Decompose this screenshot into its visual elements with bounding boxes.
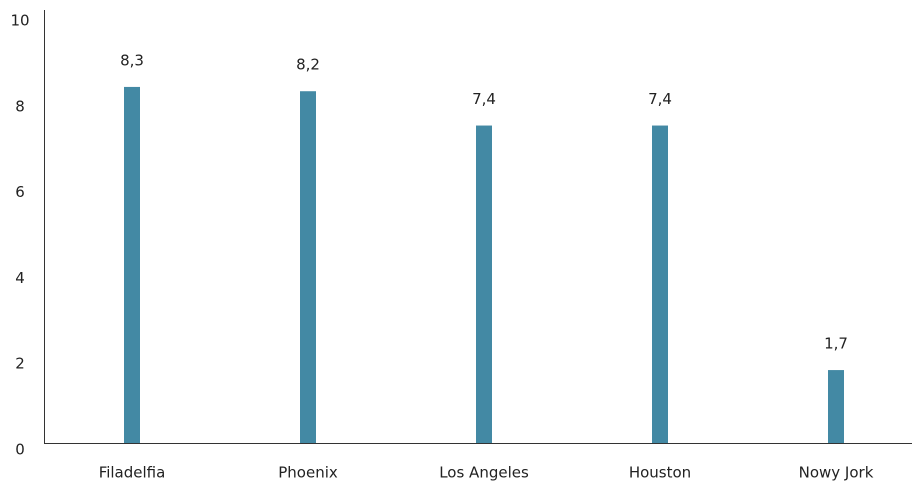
y-tick-label: 8	[15, 97, 25, 115]
value-label: 8,3	[120, 51, 144, 69]
bar	[300, 91, 316, 443]
y-tick-label: 6	[15, 183, 25, 201]
y-tick-label: 4	[15, 269, 25, 287]
y-tick-label: 2	[15, 355, 25, 373]
bar	[124, 86, 140, 444]
x-tick-label: Los Angeles	[439, 464, 529, 481]
value-label: 7,4	[648, 90, 672, 108]
value-label: 8,2	[296, 56, 320, 74]
x-tick-label: Nowy Jork	[799, 464, 874, 481]
y-tick-label: 10	[10, 12, 29, 30]
x-tick-label: Filadelfia	[99, 464, 166, 481]
bar	[476, 125, 492, 443]
bar	[652, 125, 668, 443]
value-label: 7,4	[472, 90, 496, 108]
y-tick-label: 0	[15, 441, 25, 459]
x-tick-label: Houston	[629, 464, 691, 481]
bar	[828, 370, 844, 443]
value-label: 1,7	[824, 335, 848, 353]
x-tick-label: Phoenix	[278, 464, 338, 481]
